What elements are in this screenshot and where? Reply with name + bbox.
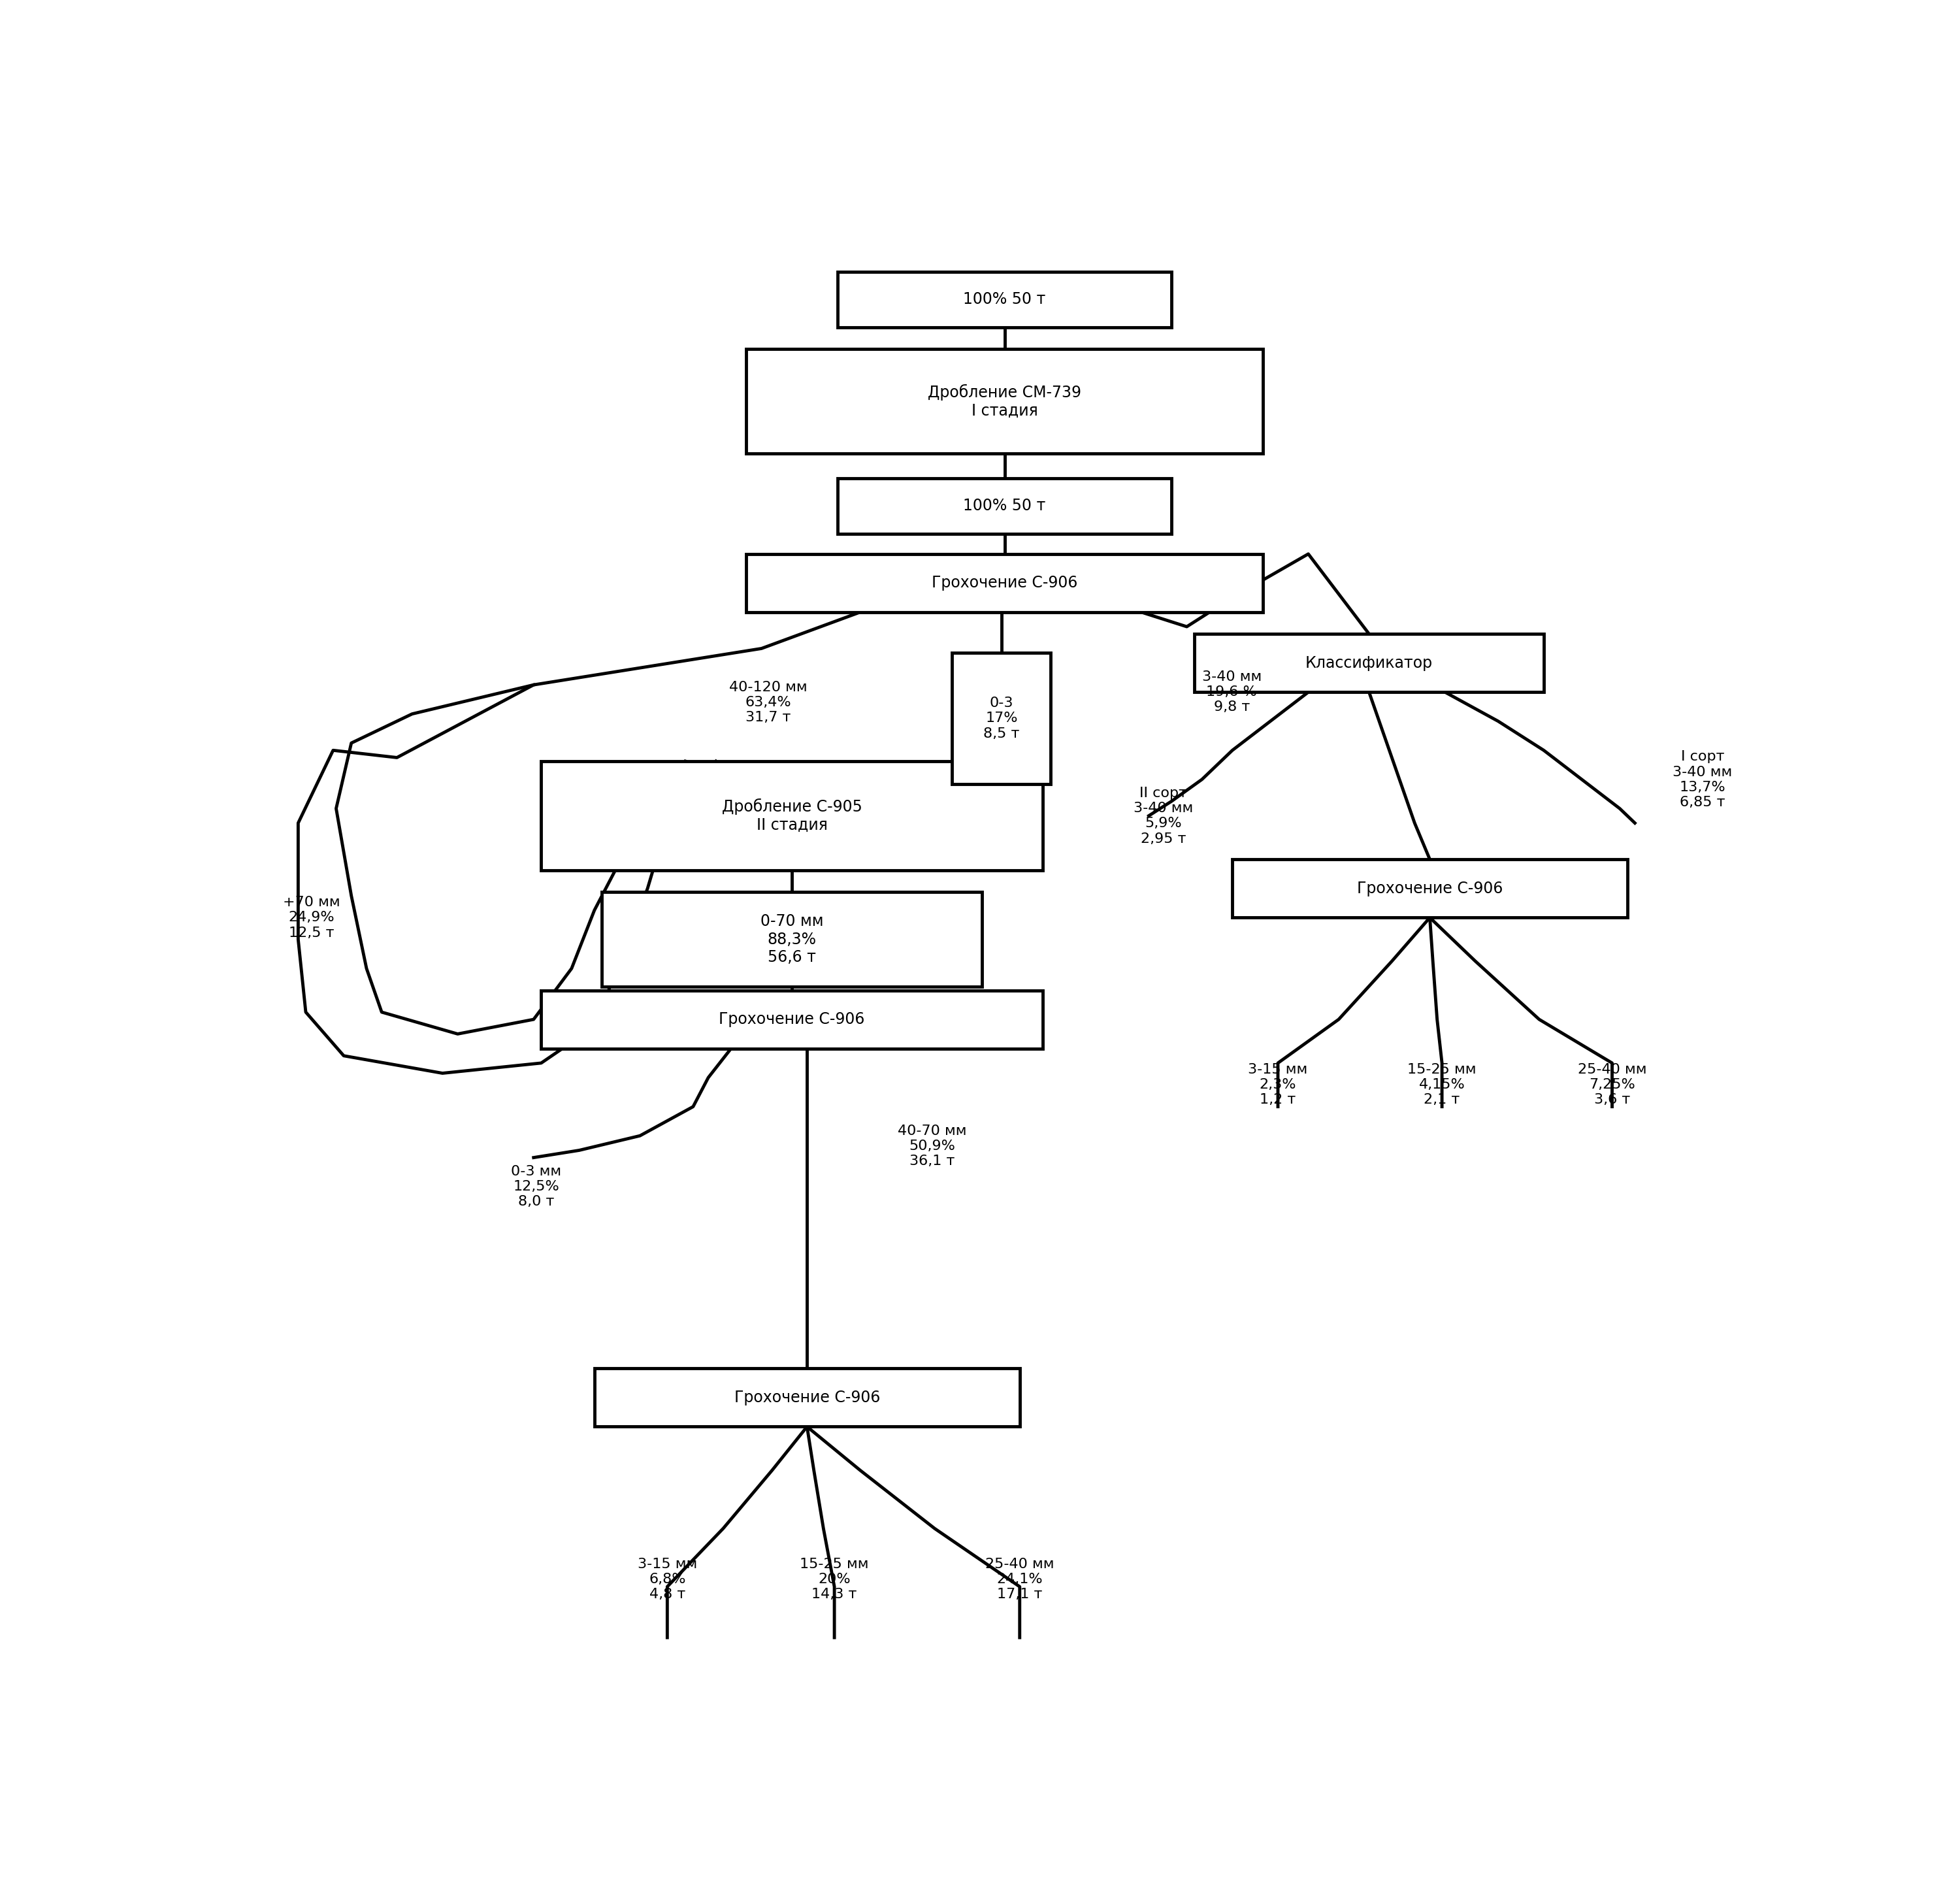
FancyBboxPatch shape <box>747 349 1262 453</box>
Text: 100% 50 т: 100% 50 т <box>962 499 1047 514</box>
FancyBboxPatch shape <box>1194 635 1544 691</box>
FancyBboxPatch shape <box>837 272 1172 327</box>
Text: 25-40 мм
24,1%
17,1 т: 25-40 мм 24,1% 17,1 т <box>986 1558 1054 1602</box>
FancyBboxPatch shape <box>747 553 1262 612</box>
FancyBboxPatch shape <box>594 1368 1019 1426</box>
Text: 25-40 мм
7,25%
3,6 т: 25-40 мм 7,25% 3,6 т <box>1578 1064 1646 1107</box>
Text: Дробление СМ-739
I стадия: Дробление СМ-739 I стадия <box>927 383 1082 419</box>
Text: 3-40 мм
19,6 %
9,8 т: 3-40 мм 19,6 % 9,8 т <box>1201 671 1262 714</box>
Text: 15-25 мм
4,15%
2,1 т: 15-25 мм 4,15% 2,1 т <box>1407 1064 1476 1107</box>
Text: Грохочение С-906: Грохочение С-906 <box>735 1390 880 1405</box>
Text: 0-3 мм
12,5%
8,0 т: 0-3 мм 12,5% 8,0 т <box>512 1166 561 1209</box>
Text: 100% 50 т: 100% 50 т <box>962 291 1047 308</box>
Text: 0-3
17%
8,5 т: 0-3 17% 8,5 т <box>984 697 1019 740</box>
FancyBboxPatch shape <box>541 990 1043 1048</box>
Text: II сорт
3-40 мм
5,9%
2,95 т: II сорт 3-40 мм 5,9% 2,95 т <box>1133 786 1194 844</box>
FancyBboxPatch shape <box>1233 859 1627 918</box>
Text: Грохочение С-906: Грохочение С-906 <box>931 574 1078 591</box>
Text: 40-70 мм
50,9%
36,1 т: 40-70 мм 50,9% 36,1 т <box>898 1124 966 1167</box>
Text: Грохочение С-906: Грохочение С-906 <box>719 1011 864 1028</box>
FancyBboxPatch shape <box>602 892 982 986</box>
Text: Дробление С-905
II стадия: Дробление С-905 II стадия <box>721 799 862 833</box>
Text: Классификатор: Классификатор <box>1305 655 1433 671</box>
Text: 40-120 мм
63,4%
31,7 т: 40-120 мм 63,4% 31,7 т <box>729 680 808 723</box>
Text: I сорт
3-40 мм
13,7%
6,85 т: I сорт 3-40 мм 13,7% 6,85 т <box>1672 750 1733 808</box>
FancyBboxPatch shape <box>541 761 1043 871</box>
FancyBboxPatch shape <box>837 478 1172 533</box>
Text: +70 мм
24,9%
12,5 т: +70 мм 24,9% 12,5 т <box>282 895 341 939</box>
Text: 0-70 мм
88,3%
56,6 т: 0-70 мм 88,3% 56,6 т <box>760 914 823 965</box>
FancyBboxPatch shape <box>953 654 1051 784</box>
Text: 3-15 мм
6,8%
4,8 т: 3-15 мм 6,8% 4,8 т <box>637 1558 698 1602</box>
Text: 3-15 мм
2,3%
1,2 т: 3-15 мм 2,3% 1,2 т <box>1249 1064 1307 1107</box>
Text: 15-25 мм
20%
14,3 т: 15-25 мм 20% 14,3 т <box>800 1558 868 1602</box>
Text: Грохочение С-906: Грохочение С-906 <box>1356 880 1503 897</box>
